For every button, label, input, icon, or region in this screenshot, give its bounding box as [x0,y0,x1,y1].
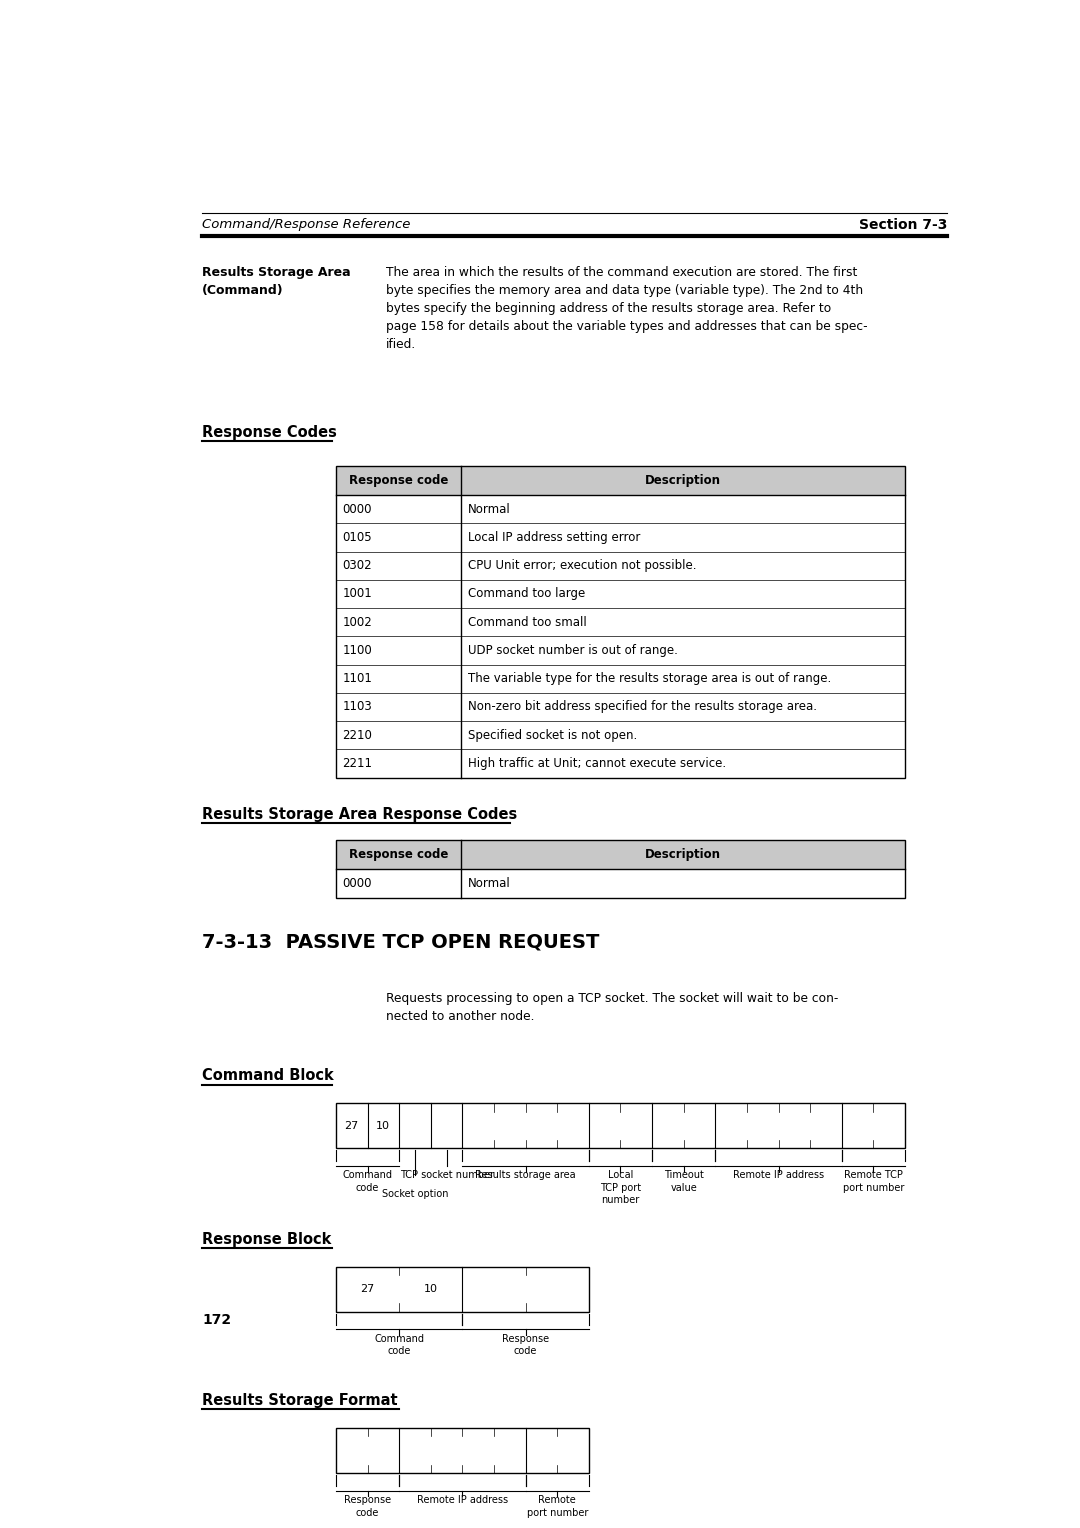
Text: 1002: 1002 [342,616,373,628]
Text: Timeout
value: Timeout value [664,1170,704,1193]
Text: Command Block: Command Block [202,1068,334,1083]
Bar [336,466,905,495]
Text: Command too large: Command too large [468,587,585,601]
Text: UDP socket number is out of range.: UDP socket number is out of range. [468,643,677,657]
Text: Results storage area: Results storage area [475,1170,576,1181]
Text: 10: 10 [376,1120,390,1131]
Text: The area in which the results of the command execution are stored. The first
byt: The area in which the results of the com… [387,266,867,351]
Text: 1100: 1100 [342,643,373,657]
Text: Remote TCP
port number: Remote TCP port number [842,1170,904,1193]
Bar [336,840,905,897]
Text: Normal: Normal [468,877,511,889]
Text: 0000: 0000 [342,877,373,889]
Text: Normal: Normal [468,503,511,516]
Text: Command too small: Command too small [468,616,586,628]
Text: The variable type for the results storage area is out of range.: The variable type for the results storag… [468,672,831,685]
Text: 27: 27 [361,1285,375,1294]
Text: 0000: 0000 [342,503,373,516]
Bar [336,840,905,869]
Text: High traffic at Unit; cannot execute service.: High traffic at Unit; cannot execute ser… [468,756,726,770]
Text: Response Codes: Response Codes [202,425,337,440]
Text: 7-3-13  PASSIVE TCP OPEN REQUEST: 7-3-13 PASSIVE TCP OPEN REQUEST [202,932,599,952]
Text: 2211: 2211 [342,756,373,770]
Text: Specified socket is not open.: Specified socket is not open. [468,729,637,741]
Text: Results Storage Format: Results Storage Format [202,1394,397,1407]
Text: Response code: Response code [349,848,448,862]
Bar [336,466,905,778]
Text: 10: 10 [423,1285,437,1294]
Text: Description: Description [645,474,721,487]
Bar [336,1429,589,1473]
Text: Remote IP address: Remote IP address [733,1170,824,1181]
Text: 0105: 0105 [342,532,373,544]
Text: Response
code: Response code [502,1334,549,1357]
Text: Command/Response Reference: Command/Response Reference [202,219,410,231]
Text: Remote
port number: Remote port number [527,1496,588,1517]
Text: Response Block: Response Block [202,1232,332,1247]
Text: Requests processing to open a TCP socket. The socket will wait to be con-
nected: Requests processing to open a TCP socket… [387,992,838,1022]
Text: Results Storage Area Response Codes: Results Storage Area Response Codes [202,807,517,822]
Text: 1101: 1101 [342,672,373,685]
Text: Remote IP address: Remote IP address [417,1496,508,1505]
Text: Response code: Response code [349,474,448,487]
Text: Local IP address setting error: Local IP address setting error [468,532,640,544]
Text: 1001: 1001 [342,587,373,601]
Text: Results Storage Area
(Command): Results Storage Area (Command) [202,266,351,296]
Text: Socket option: Socket option [381,1189,448,1199]
Text: Local
TCP port
number: Local TCP port number [599,1170,642,1206]
Text: Description: Description [645,848,721,862]
Text: Response
code: Response code [343,1496,391,1517]
Text: 2210: 2210 [342,729,373,741]
Bar [336,1267,589,1311]
Text: Section 7-3: Section 7-3 [859,217,947,232]
Text: Non-zero bit address specified for the results storage area.: Non-zero bit address specified for the r… [468,700,816,714]
Bar [336,1103,905,1148]
Text: CPU Unit error; execution not possible.: CPU Unit error; execution not possible. [468,559,697,573]
Text: 172: 172 [202,1313,231,1326]
Text: TCP socket number: TCP socket number [400,1170,494,1181]
Text: Command
code: Command code [374,1334,424,1357]
Text: Command
code: Command code [342,1170,392,1193]
Text: 27: 27 [345,1120,359,1131]
Text: 1103: 1103 [342,700,373,714]
Text: 0302: 0302 [342,559,373,573]
